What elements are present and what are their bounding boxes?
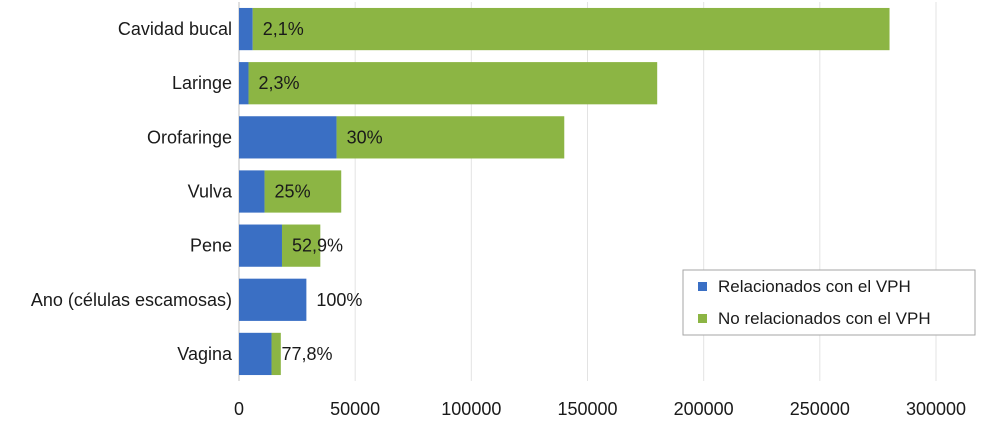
legend-entry: No relacionados con el VPH	[718, 309, 931, 328]
x-tick-label: 250000	[790, 399, 850, 419]
category-label: Pene	[190, 236, 232, 256]
category-label: Laringe	[172, 73, 232, 93]
legend-swatch	[698, 282, 707, 291]
bar-hpv-unrelated	[264, 170, 342, 213]
bar-hpv-related	[239, 7, 253, 51]
x-tick-labels: 0 50000 100000 150000 200000 250000 300000	[234, 399, 966, 419]
bar-hpv-unrelated	[336, 116, 565, 159]
x-tick-label: 150000	[557, 399, 617, 419]
bars	[239, 7, 890, 376]
x-tick-label: 100000	[441, 399, 501, 419]
bar-hpv-related	[239, 170, 265, 213]
x-tick-label: 50000	[330, 399, 380, 419]
category-label: Vagina	[177, 344, 233, 364]
legend-box	[682, 269, 976, 336]
category-label: Ano (células escamosas)	[31, 290, 232, 310]
data-label: 2,1%	[263, 19, 304, 39]
data-label: 77,8%	[282, 344, 333, 364]
legend: Relacionados con el VPH No relacionados c…	[682, 269, 976, 336]
x-tick-label: 300000	[906, 399, 966, 419]
data-label: 30%	[347, 127, 383, 147]
x-tick-label: 200000	[674, 399, 734, 419]
data-label: 100%	[316, 290, 362, 310]
legend-swatch	[698, 314, 707, 323]
bar-hpv-related	[239, 332, 272, 376]
category-label: Orofaringe	[147, 127, 232, 147]
bar-hpv-unrelated	[281, 224, 321, 267]
bar-hpv-related	[239, 278, 307, 321]
category-label: Vulva	[188, 182, 233, 202]
legend-entry: Relacionados con el VPH	[718, 277, 911, 296]
bar-hpv-unrelated	[252, 7, 890, 51]
bar-hpv-related	[239, 62, 249, 105]
bar-hpv-unrelated	[271, 332, 281, 376]
bar-hpv-related	[239, 224, 282, 267]
bar-hpv-related	[239, 116, 337, 159]
data-label: 25%	[275, 182, 311, 202]
data-label: 2,3%	[259, 73, 300, 93]
bar-hpv-unrelated	[248, 62, 658, 105]
data-label: 52,9%	[292, 236, 343, 256]
category-labels: Cavidad bucal Laringe Orofaringe Vulva Pene A…	[31, 19, 233, 364]
x-tick-label: 0	[234, 399, 244, 419]
data-labels: 2,1% 2,3% 30% 25% 52,9% 100% 77,8%	[259, 19, 383, 364]
category-label: Cavidad bucal	[118, 19, 232, 39]
